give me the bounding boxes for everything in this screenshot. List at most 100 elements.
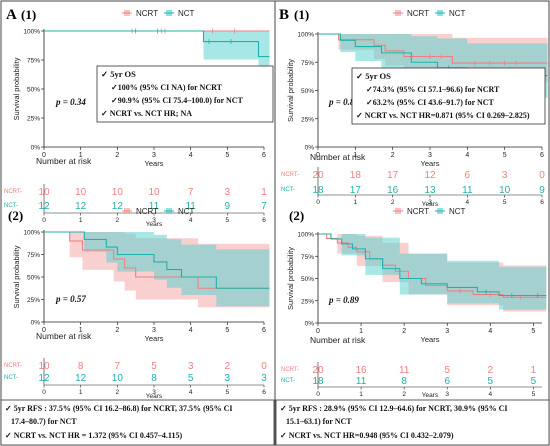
- risk-x-title: Years: [146, 393, 163, 400]
- risk-x-title: Years: [146, 221, 163, 228]
- x-axis-title: Years: [421, 159, 440, 168]
- x-tick-label: 6: [262, 327, 266, 334]
- risk-x-title: Years: [422, 201, 439, 208]
- risk-count-ncrt: 12: [424, 170, 436, 181]
- risk-count-nct: 12: [75, 373, 87, 384]
- p-value: p = 0.34: [55, 97, 86, 107]
- panel-b-sub2: (2): [289, 208, 304, 223]
- risk-count-ncrt: 2: [488, 365, 494, 376]
- risk-table-title: Number at risk: [310, 335, 366, 345]
- x-tick-label: 2: [391, 152, 395, 159]
- risk-table: Number at riskNCRT-NCT-20180161111182563…: [281, 335, 542, 399]
- x-tick-label: 3: [428, 152, 432, 159]
- y-tick-label: 75%: [27, 58, 40, 65]
- y-tick-label: 25%: [301, 298, 314, 305]
- annotation-frame: [351, 67, 546, 125]
- risk-count-ncrt: 7: [188, 187, 194, 198]
- panel-b-sub1: (1): [294, 7, 309, 22]
- y-tick-label: 50%: [301, 276, 314, 283]
- box-line-hr: ✓ NCRT vs. NCT HR; NA: [101, 109, 192, 118]
- risk-count-nct: 3: [261, 373, 267, 384]
- annotation-frame: [275, 399, 550, 446]
- panel-a-sub2: (2): [8, 208, 23, 223]
- x-tick-label: 3: [445, 328, 449, 335]
- risk-x-tick-label: 0: [316, 391, 320, 398]
- risk-x-tick-label: 4: [466, 199, 470, 206]
- risk-count-ncrt: 8: [78, 361, 84, 372]
- km-line-ncrt: [318, 233, 547, 298]
- risk-count-ncrt: 18: [350, 170, 362, 181]
- risk-label-nct: NCT-: [4, 375, 18, 381]
- km-line-ncrt: [318, 33, 548, 64]
- p-value: p = 0.89: [328, 295, 359, 305]
- risk-count-nct: 17: [350, 185, 362, 196]
- risk-count-ncrt: 2: [225, 361, 231, 372]
- risk-count-nct: 11: [185, 201, 196, 212]
- risk-x-tick-label: 1: [354, 199, 358, 206]
- risk-count-nct: 9: [539, 185, 545, 196]
- risk-count-ncrt: 1: [531, 365, 537, 376]
- box-line-ncrt: ✓74.3% (95% CI 57.1–96.6) for NCRT: [366, 85, 500, 94]
- risk-count-ncrt: 7: [115, 361, 121, 372]
- risk-x-tick-label: 5: [226, 389, 230, 396]
- annotation-box: ✓ 5yr OS ✓100% (95% CI NA) for NCRT ✓90.9%…: [96, 65, 274, 123]
- risk-label-ncrt: NCRT-: [4, 189, 22, 195]
- risk-x-tick-label: 5: [503, 199, 507, 206]
- risk-x-tick-label: 3: [152, 217, 156, 224]
- risk-x-tick-label: 2: [402, 391, 406, 398]
- risk-count-nct: 7: [261, 201, 267, 212]
- risk-x-tick-label: 3: [445, 391, 449, 398]
- x-tick-label: 0: [42, 152, 46, 159]
- y-tick-label: 50%: [27, 87, 40, 94]
- risk-label-nct: NCT-: [281, 378, 295, 384]
- x-tick-label: 3: [152, 327, 156, 334]
- x-tick-label: 6: [540, 152, 544, 159]
- y-tick-label: 25%: [27, 116, 40, 123]
- risk-x-tick-label: 6: [262, 217, 266, 224]
- risk-x-tick-label: 4: [488, 391, 492, 398]
- x-tick-label: 0: [42, 327, 46, 334]
- box-line-rfs: ✓ 5yr RFS : 37.5% (95% CI 16.2–86.8) for…: [5, 404, 233, 413]
- x-tick-label: 5: [225, 327, 229, 334]
- risk-x-title: Years: [422, 392, 439, 399]
- annotation-box: ✓ 5yr RFS : 28.9% (95% CI 12.9–64.6) for…: [275, 399, 550, 446]
- x-tick-label: 4: [189, 152, 193, 159]
- x-tick-label: 3: [152, 152, 156, 159]
- y-axis-title: Survival probability: [286, 247, 295, 310]
- risk-x-tick-label: 2: [116, 217, 120, 224]
- x-tick-label: 5: [503, 152, 507, 159]
- y-axis-title: Survival probability: [12, 245, 21, 308]
- risk-count-nct: 11: [462, 185, 473, 196]
- risk-x-tick-label: 2: [116, 389, 120, 396]
- risk-x-tick-label: 0: [42, 389, 46, 396]
- risk-table-title: Number at risk: [36, 331, 92, 341]
- y-tick-label: 50%: [27, 275, 40, 282]
- risk-count-ncrt: 11: [399, 365, 410, 376]
- x-tick-label: 1: [359, 328, 363, 335]
- risk-label-nct: NCT-: [281, 187, 295, 193]
- risk-count-ncrt: 17: [387, 170, 399, 181]
- risk-count-nct: 16: [387, 185, 399, 196]
- risk-count-ncrt: 0: [261, 361, 267, 372]
- x-axis-title: Years: [421, 335, 440, 344]
- x-axis-title: Years: [145, 159, 164, 168]
- legend-label-nct: NCT: [178, 9, 195, 18]
- legend: NCRT NCT: [393, 9, 466, 18]
- legend: NCRT NCT: [393, 207, 466, 216]
- risk-count-nct: 5: [488, 376, 494, 387]
- x-tick-label: 0: [316, 328, 320, 335]
- x-tick-label: 0: [316, 152, 320, 159]
- risk-count-ncrt: 10: [75, 187, 87, 198]
- risk-count-ncrt: 1: [261, 187, 267, 198]
- risk-table: Number at riskNCRT-NCT-20180181711716212…: [281, 152, 545, 208]
- risk-count-nct: 3: [225, 373, 231, 384]
- risk-x-tick-label: 1: [79, 217, 83, 224]
- box-line-rfs: ✓ 5yr RFS : 28.9% (95% CI 12.9–64.6) for…: [280, 404, 508, 413]
- box-title: ✓ 5yr OS: [101, 69, 136, 79]
- risk-x-tick-label: 5: [226, 217, 230, 224]
- annotation-box: ✓ 5yr RFS : 37.5% (95% CI 16.2–86.8) for…: [0, 399, 275, 446]
- risk-count-ncrt: 3: [502, 170, 508, 181]
- y-tick-label: 50%: [301, 88, 314, 95]
